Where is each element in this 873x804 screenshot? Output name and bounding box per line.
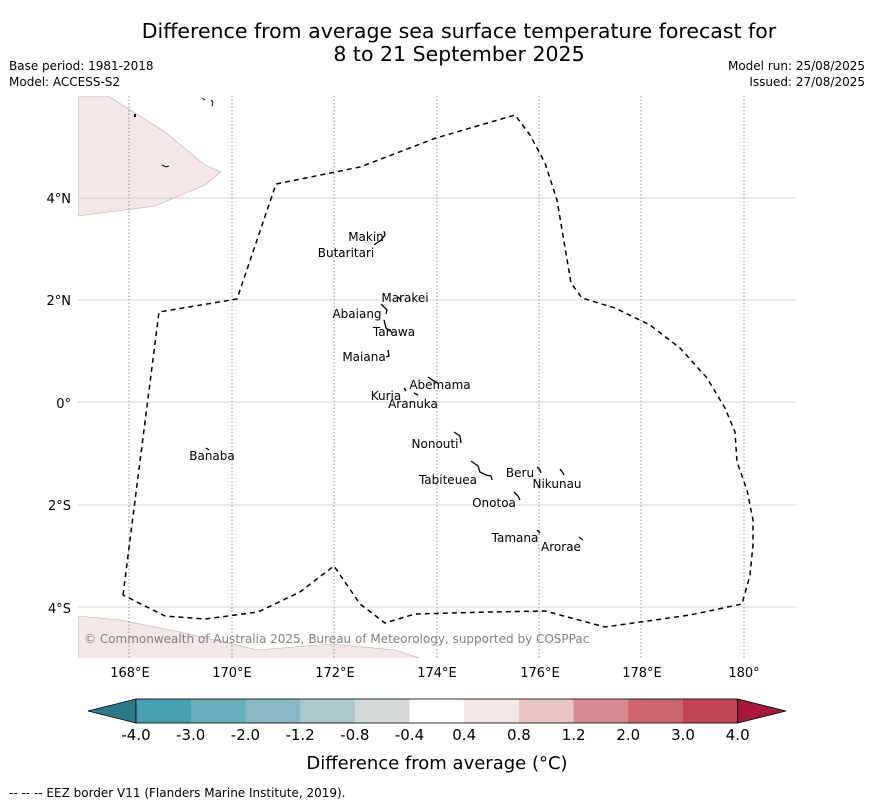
colorbar-segment [628, 699, 684, 723]
colorbar-segment [190, 699, 246, 723]
island-label-tabiteuea: Tabiteuea [418, 473, 477, 487]
copyright-notice: © Commonwealth of Australia 2025, Bureau… [84, 632, 590, 646]
island-label-kuria: Kuria [371, 389, 402, 403]
issued-date: Issued: 27/08/2025 [749, 75, 865, 89]
colorbar-tick-label: 1.2 [562, 726, 586, 744]
lat-label-4n: 4°N [47, 192, 72, 207]
colorbar-title: Difference from average (°C) [306, 753, 567, 774]
colorbar-tick-label: -0.8 [340, 726, 369, 744]
island-label-marakei: Marakei [381, 291, 428, 305]
colorbar-extend-low [87, 698, 137, 724]
map-title: Difference from average sea surface temp… [0, 20, 873, 66]
title-line-2: 8 to 21 September 2025 [333, 42, 585, 66]
base-period: Base period: 1981-2018 [9, 59, 154, 73]
colorbar-segment [300, 699, 356, 723]
colorbar-extend-high [737, 698, 787, 724]
colorbar-tick-label: -2.0 [231, 726, 260, 744]
model-name: Model: ACCESS-S2 [9, 75, 121, 89]
colorbar-tick-label: 0.8 [507, 726, 531, 744]
lon-label-178e: 178°E [622, 666, 662, 681]
colorbar-segment [464, 699, 520, 723]
meta-left: Base period: 1981-2018 Model: ACCESS-S2 [9, 58, 154, 90]
island-label-abaiang: Abaiang [332, 307, 381, 321]
colorbar-tick-label: -4.0 [121, 726, 150, 744]
island-label-nonouti: Nonouti [412, 437, 459, 451]
eez-border [122, 114, 754, 628]
land-areas [78, 96, 420, 658]
lat-label-4s: 4°S [48, 602, 71, 617]
colorbar-ticks: -4.0 -3.0 -2.0 -1.2 -0.8 -0.4 0.4 0.8 1.2 2.0 3.0 4… [121, 726, 749, 744]
lon-label-172e: 172°E [315, 666, 355, 681]
lon-label-180: 180° [728, 666, 759, 681]
eez-footnote: -- -- -- EEZ border V11 (Flanders Marine… [9, 786, 346, 800]
island-label-nikunau: Nikunau [532, 477, 581, 491]
colorbar-tick-label: -0.4 [395, 726, 424, 744]
island-label-butaritari: Butaritari [318, 246, 375, 260]
colorbar-tick-label: -1.2 [285, 726, 314, 744]
land-top-left [78, 96, 222, 217]
meta-right: Model run: 25/08/2025 Issued: 27/08/2025 [728, 58, 865, 90]
title-line-1: Difference from average sea surface temp… [141, 19, 777, 43]
island-label-arorae: Arorae [541, 540, 581, 554]
lon-label-170e: 170°E [212, 666, 252, 681]
lat-axis-labels: 4°N 2°N 0° 2°S 4°S [47, 192, 72, 617]
island-label-onotoa: Onotoa [472, 496, 516, 510]
colorbar-tick-label: 3.0 [671, 726, 695, 744]
colorbar-segment [573, 699, 629, 723]
colorbar-outline [135, 698, 739, 724]
land-bottom [78, 615, 420, 658]
lon-label-168e: 168°E [110, 666, 150, 681]
lat-label-2s: 2°S [48, 499, 71, 514]
lon-axis-labels: 168°E 170°E 172°E 174°E 176°E 178°E 180° [110, 666, 759, 681]
island-label-abemama: Abemama [409, 378, 470, 392]
island-label-banaba: Banaba [189, 449, 235, 463]
colorbar-segment [245, 699, 301, 723]
island-label-beru: Beru [506, 466, 534, 480]
island-label-tarawa: Tarawa [372, 325, 415, 339]
colorbar-segment [354, 699, 410, 723]
lat-label-0: 0° [56, 397, 71, 412]
colorbar-segment [683, 699, 739, 723]
lon-label-174e: 174°E [417, 666, 457, 681]
model-run: Model run: 25/08/2025 [727, 59, 865, 73]
lon-gridlines [128, 96, 745, 658]
island-label-tamana: Tamana [491, 531, 539, 545]
colorbar-segment [518, 699, 575, 723]
colorbar-segment [136, 699, 192, 723]
colorbar-tick-label: -3.0 [176, 726, 205, 744]
colorbar-tick-label: 2.0 [616, 726, 640, 744]
island-label-aranuka: Aranuka [388, 397, 438, 411]
gridlines [78, 96, 796, 658]
colorbar-segment [409, 699, 465, 723]
lat-label-2n: 2°N [47, 294, 72, 309]
lon-label-176e: 176°E [520, 666, 560, 681]
colorbar [87, 698, 787, 724]
island-shapes [205, 230, 584, 541]
island-label-makin: Makin [348, 230, 384, 244]
island-label-maiana: Maiana [342, 350, 385, 364]
colorbar-tick-label: 0.4 [452, 726, 476, 744]
colorbar-tick-label: 4.0 [726, 726, 750, 744]
